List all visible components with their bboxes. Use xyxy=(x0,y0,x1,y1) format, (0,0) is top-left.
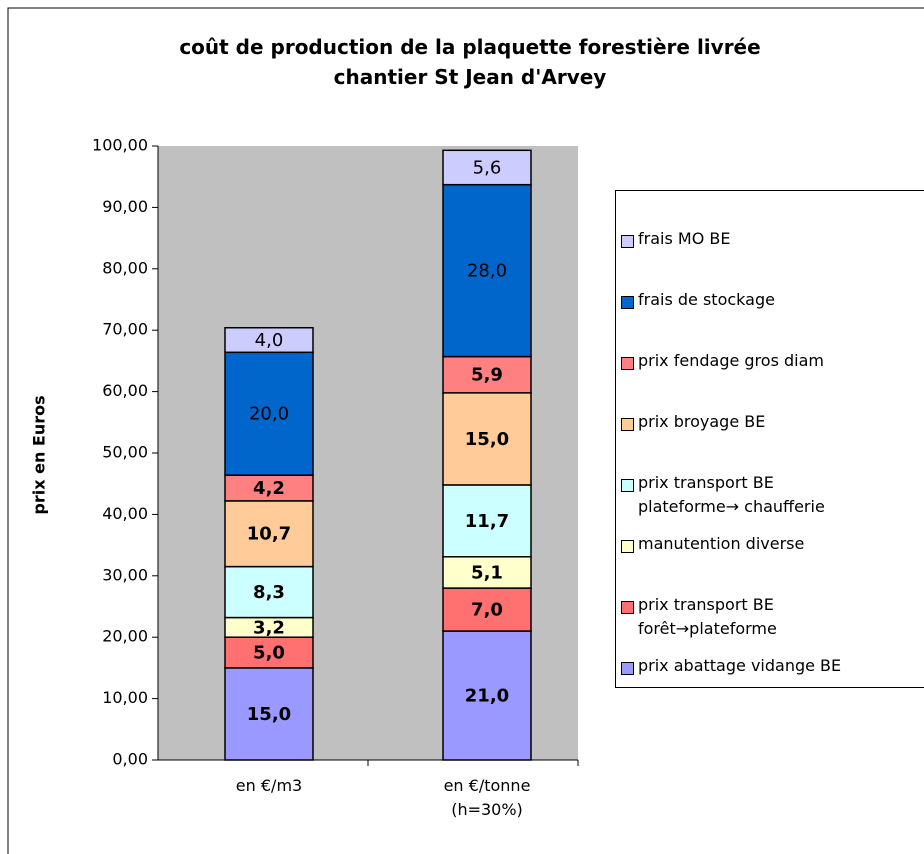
legend-entry: prix transport BE plateforme→ chaufferie xyxy=(621,473,825,536)
data-label: 7,0 xyxy=(471,600,503,621)
bar-segment xyxy=(224,636,314,669)
data-label: 28,0 xyxy=(467,261,507,282)
legend-label: manutention diverse xyxy=(638,534,805,553)
legend-swatch xyxy=(621,418,634,431)
y-tick-label: 50,00 xyxy=(102,443,148,462)
data-label: 5,9 xyxy=(471,365,503,386)
data-label: 21,0 xyxy=(465,686,509,707)
bar-segment xyxy=(224,326,314,354)
y-tick-label: 80,00 xyxy=(102,258,148,277)
bar-segment xyxy=(442,183,532,358)
legend-label: prix fendage gros diam xyxy=(638,351,824,370)
legend-label: frais de stockage xyxy=(638,290,775,309)
bar-segment xyxy=(442,484,532,558)
y-tick-label: 10,00 xyxy=(102,688,148,707)
legend-entry: frais de stockage xyxy=(621,290,775,353)
bar-segment xyxy=(442,556,532,589)
legend-entry: prix broyage BE xyxy=(621,412,765,475)
data-label: 5,0 xyxy=(253,643,285,664)
y-tick-label: 20,00 xyxy=(102,627,148,646)
bar-segment xyxy=(442,392,532,486)
data-label: 15,0 xyxy=(247,704,291,725)
data-label: 8,3 xyxy=(253,582,285,603)
chart-title: coût de production de la plaquette fores… xyxy=(179,35,760,89)
legend-label: frais MO BE xyxy=(638,229,731,248)
y-tick-label: 30,00 xyxy=(102,565,148,584)
y-tick-label: 0,00 xyxy=(112,750,148,769)
data-label: 11,7 xyxy=(465,511,509,532)
legend-entry: prix transport BE forêt→plateforme xyxy=(621,595,777,658)
legend-swatch xyxy=(621,540,634,553)
legend-swatch xyxy=(621,601,634,614)
x-tick-label: en €/m3 xyxy=(235,776,303,795)
bar-segment xyxy=(442,355,532,394)
legend-swatch xyxy=(621,235,634,248)
bar-segment xyxy=(224,565,314,619)
data-label: 5,1 xyxy=(471,562,503,583)
y-tick-label: 40,00 xyxy=(102,504,148,523)
bar-segment xyxy=(442,587,532,632)
legend-entry: prix abattage vidange BE xyxy=(621,656,841,719)
y-tick-label: 90,00 xyxy=(102,197,148,216)
legend-label: prix broyage BE xyxy=(638,412,766,431)
legend-swatch xyxy=(621,296,634,309)
y-tick-label: 100,00 xyxy=(92,136,148,155)
bar-segment xyxy=(224,500,314,568)
data-label: 4,2 xyxy=(253,478,285,499)
bar-segment xyxy=(224,351,314,476)
data-label: 20,0 xyxy=(249,404,289,425)
legend-swatch xyxy=(621,479,634,492)
legend-entry: prix fendage gros diam xyxy=(621,351,824,414)
legend: prix abattage vidange BE prix transport B… xyxy=(615,190,924,688)
legend-swatch xyxy=(621,357,634,370)
legend-entry: frais MO BE xyxy=(621,229,730,292)
data-label: 5,6 xyxy=(473,157,502,178)
data-label: 3,2 xyxy=(253,617,285,638)
bar-segment xyxy=(442,149,532,186)
legend-entry: manutention diverse xyxy=(621,534,804,597)
y-tick-label: 60,00 xyxy=(102,381,148,400)
y-axis-label: prix en Euros xyxy=(30,395,49,514)
x-tick-label: en €/tonne (h=30%) xyxy=(443,776,531,819)
data-label: 4,0 xyxy=(255,330,284,351)
legend-label: prix abattage vidange BE xyxy=(638,656,842,675)
bar-segment xyxy=(442,630,532,761)
legend-label: prix transport BE forêt→plateforme xyxy=(638,595,777,638)
data-label: 10,7 xyxy=(247,524,291,545)
y-tick-label: 70,00 xyxy=(102,320,148,339)
legend-swatch xyxy=(621,662,634,675)
data-label: 15,0 xyxy=(465,429,509,450)
legend-label: prix transport BE plateforme→ chaufferie xyxy=(638,473,825,516)
